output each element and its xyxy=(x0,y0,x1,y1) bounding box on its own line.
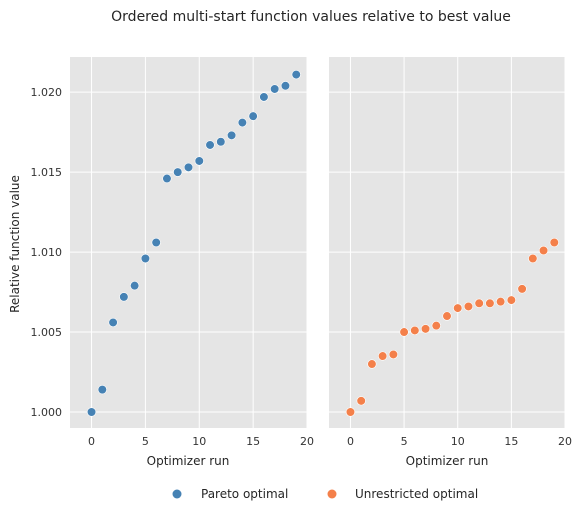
x-tick-label: 0 xyxy=(347,435,354,448)
data-point xyxy=(183,162,194,172)
x-tick-label: 15 xyxy=(504,435,518,448)
figure-title: Ordered multi-start function values rela… xyxy=(111,9,511,25)
data-point xyxy=(549,237,559,248)
data-point xyxy=(270,84,280,94)
data-point xyxy=(367,359,377,369)
data-point xyxy=(97,385,107,395)
data-point xyxy=(410,325,420,336)
data-point xyxy=(140,253,151,264)
data-point xyxy=(173,167,183,177)
y-tick-label: 1.000 xyxy=(31,406,63,419)
x-tick-label: 15 xyxy=(246,435,260,448)
data-point xyxy=(485,298,495,308)
data-point xyxy=(108,317,118,328)
data-point xyxy=(205,140,215,150)
data-point xyxy=(474,298,484,308)
data-point xyxy=(130,281,140,291)
x-tick-label: 0 xyxy=(88,435,95,448)
data-point xyxy=(151,237,161,248)
legend-label-unrestricted: Unrestricted optimal xyxy=(355,487,478,501)
data-point xyxy=(388,349,398,360)
data-point xyxy=(291,69,301,80)
y-tick-label: 1.010 xyxy=(31,246,63,259)
data-point xyxy=(506,295,516,305)
y-tick-label: 1.015 xyxy=(31,166,63,179)
data-point xyxy=(453,303,463,313)
data-point xyxy=(248,111,258,121)
data-point xyxy=(194,156,204,166)
data-point xyxy=(399,327,409,337)
legend-label-pareto: Pareto optimal xyxy=(201,487,288,501)
data-point xyxy=(162,173,172,184)
x-tick-label: 10 xyxy=(192,435,206,448)
x-tick-label: 5 xyxy=(401,435,408,448)
data-point xyxy=(119,292,129,302)
data-point xyxy=(442,311,452,321)
data-point xyxy=(538,245,549,256)
data-point xyxy=(237,117,247,128)
y-tick-label: 1.020 xyxy=(31,86,63,99)
y-tick-label: 1.005 xyxy=(31,326,63,339)
legend-marker-unrestricted xyxy=(327,489,337,499)
data-point xyxy=(345,407,356,417)
left-subplot: 0 5 10 15 20 1.000 1.005 1.010 1.015 1.020 xyxy=(31,57,314,448)
legend: Pareto optimal Unrestricted optimal xyxy=(172,487,478,501)
x-tick-label: 20 xyxy=(558,435,572,448)
x-tick-label: 20 xyxy=(300,435,314,448)
data-point xyxy=(280,81,291,91)
data-point xyxy=(259,92,269,102)
x-tick-label: 10 xyxy=(451,435,465,448)
data-point xyxy=(226,130,237,140)
right-subplot: 0 5 10 15 20 xyxy=(329,57,572,448)
legend-marker-pareto xyxy=(172,489,182,499)
data-point xyxy=(496,297,506,307)
data-point xyxy=(517,284,527,294)
data-point xyxy=(86,407,97,417)
data-point xyxy=(356,396,366,406)
plot-area-1 xyxy=(329,57,565,428)
x-axis-label-right: Optimizer run xyxy=(406,454,489,468)
data-point xyxy=(463,301,474,312)
data-point xyxy=(378,351,388,361)
x-axis-label-left: Optimizer run xyxy=(147,454,230,468)
data-point xyxy=(431,321,441,331)
data-point xyxy=(216,137,226,147)
data-point xyxy=(420,324,431,334)
data-point xyxy=(528,253,538,264)
y-axis-label: Relative function value xyxy=(8,175,22,313)
x-tick-label: 5 xyxy=(142,435,149,448)
plot-area-0 xyxy=(70,57,307,428)
